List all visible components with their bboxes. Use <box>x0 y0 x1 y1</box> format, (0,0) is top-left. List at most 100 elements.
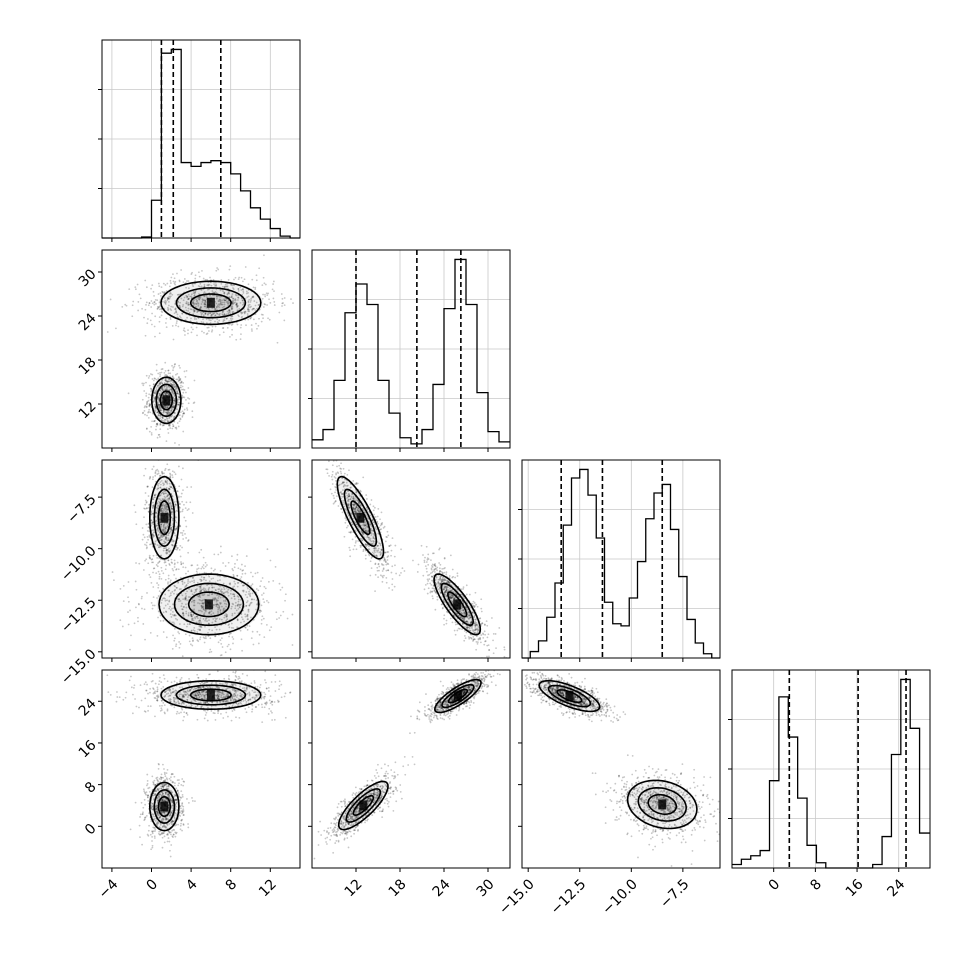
scatter-point <box>186 696 189 698</box>
scatter-point <box>196 615 199 618</box>
scatter-point <box>170 799 173 802</box>
scatter-point <box>164 593 167 596</box>
scatter-point <box>119 588 122 590</box>
scatter-point <box>216 709 219 712</box>
scatter-point <box>185 286 187 289</box>
scatter-point <box>164 378 167 381</box>
scatter-point <box>160 510 162 513</box>
scatter-point <box>195 687 198 690</box>
scatter-point <box>181 804 183 807</box>
scatter-point <box>181 580 184 583</box>
scatter-point <box>155 804 158 807</box>
scatter-point <box>162 398 165 401</box>
scatter-point <box>174 697 177 700</box>
scatter-point <box>145 403 148 406</box>
scatter-point <box>172 487 174 490</box>
scatter-point <box>155 428 157 431</box>
scatter-point <box>235 338 238 341</box>
scatter-point <box>174 782 176 785</box>
scatter-point <box>160 517 163 520</box>
scatter-point <box>151 835 154 838</box>
scatter-point <box>217 604 220 607</box>
scatter-point <box>171 809 174 812</box>
scatter-point <box>167 794 170 797</box>
scatter-point <box>166 419 169 422</box>
scatter-point <box>160 699 163 702</box>
scatter-point <box>175 824 178 826</box>
scatter-point <box>278 688 280 691</box>
scatter-point <box>232 684 235 686</box>
scatter-point <box>149 403 151 406</box>
scatter-point <box>166 549 168 552</box>
scatter-point <box>129 828 132 831</box>
scatter-point <box>208 619 210 622</box>
scatter-point <box>158 787 160 790</box>
scatter-point <box>171 538 174 541</box>
scatter-point <box>161 417 164 419</box>
scatter-point <box>271 711 273 714</box>
scatter-point <box>197 676 200 679</box>
scatter-point <box>171 791 174 794</box>
scatter-point <box>236 664 238 666</box>
scatter-point <box>164 399 166 402</box>
scatter-point <box>167 589 170 592</box>
scatter-point <box>167 500 170 503</box>
scatter-point <box>259 683 262 686</box>
scatter-point <box>183 623 186 626</box>
scatter-point <box>149 319 152 322</box>
scatter-point <box>185 525 188 528</box>
scatter-point <box>208 602 210 605</box>
scatter-point <box>165 777 168 780</box>
scatter-point <box>232 603 235 606</box>
scatter-point <box>178 401 181 404</box>
scatter-point <box>215 292 218 294</box>
scatter-point <box>188 705 191 708</box>
scatter-point <box>225 603 228 606</box>
scatter-point <box>207 298 210 301</box>
scatter-point <box>206 296 208 299</box>
scatter-point <box>133 622 136 625</box>
scatter-point <box>176 546 179 549</box>
scatter-point <box>208 319 211 321</box>
scatter-point <box>152 507 154 510</box>
scatter-point <box>242 590 245 593</box>
histogram-step <box>312 258 510 445</box>
scatter-point <box>161 801 164 804</box>
scatter-point <box>201 269 203 272</box>
scatter-point <box>174 534 177 537</box>
scatter-point <box>158 332 161 335</box>
scatter-point <box>173 700 176 703</box>
scatter-point <box>245 324 247 327</box>
scatter-point <box>205 678 208 680</box>
scatter-point <box>271 700 273 703</box>
scatter-point <box>175 802 177 805</box>
scatter-point <box>165 809 167 812</box>
density-core <box>206 297 215 308</box>
scatter-point <box>156 634 159 637</box>
scatter-point <box>248 693 251 695</box>
scatter-point <box>135 606 137 609</box>
scatter-point <box>163 808 166 810</box>
scatter-point <box>182 396 185 399</box>
scatter-point <box>166 840 169 843</box>
scatter-point <box>184 592 187 595</box>
scatter-point <box>168 378 171 381</box>
scatter-point <box>167 785 170 788</box>
scatter-point <box>256 604 259 606</box>
scatter-point <box>147 538 149 541</box>
scatter-point <box>162 549 165 552</box>
scatter-point <box>198 602 201 605</box>
scatter-point <box>231 614 234 617</box>
scatter-point <box>156 396 159 399</box>
scatter-point <box>165 388 168 391</box>
scatter-point <box>226 285 228 288</box>
scatter-point <box>177 581 180 583</box>
scatter-point <box>221 306 224 309</box>
scatter-point <box>182 430 185 433</box>
scatter-point <box>164 405 167 408</box>
scatter-point <box>189 295 192 298</box>
scatter-point <box>198 298 201 301</box>
scatter-point <box>231 602 234 605</box>
scatter-point <box>165 391 168 394</box>
scatter-point <box>145 286 148 289</box>
